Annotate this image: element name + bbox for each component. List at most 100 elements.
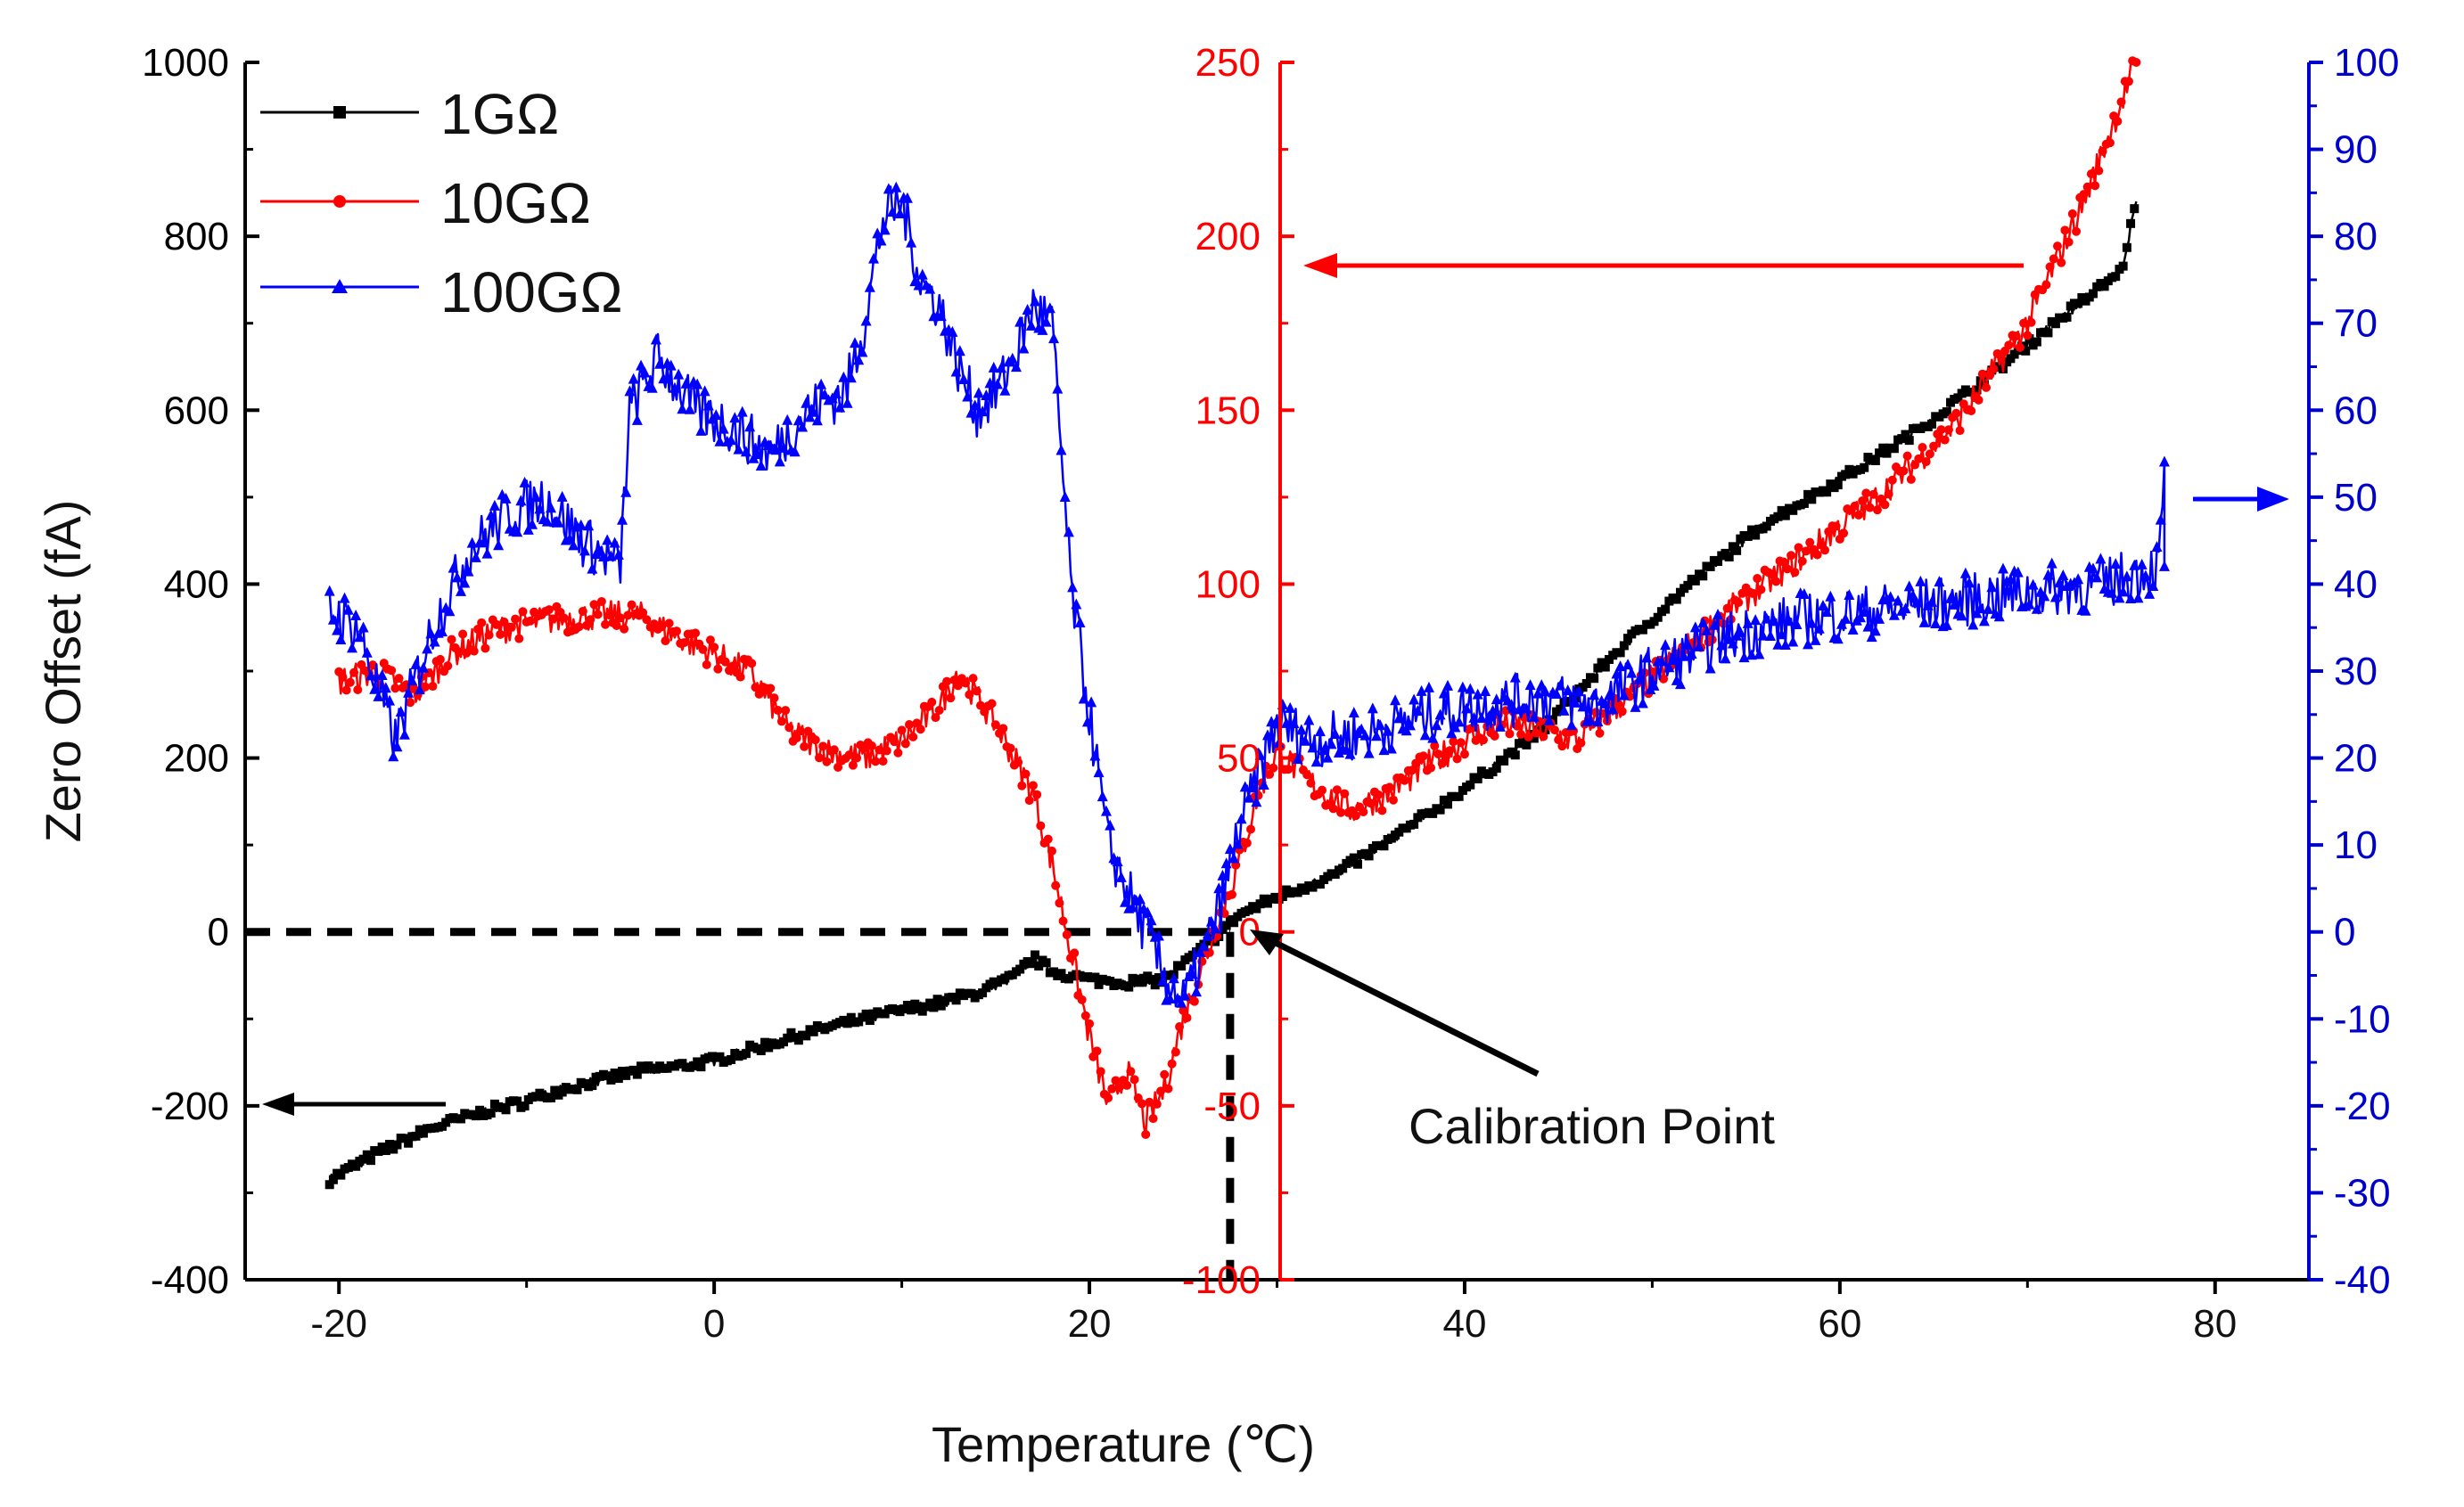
data-point <box>814 753 824 763</box>
data-point <box>1141 1129 1151 1139</box>
data-point <box>1663 661 1675 673</box>
data-point <box>353 684 363 694</box>
data-point <box>486 1109 496 1118</box>
data-point <box>1722 603 1732 613</box>
data-point <box>793 414 804 426</box>
data-point <box>1734 598 1744 608</box>
data-point <box>2158 455 2170 467</box>
data-point <box>882 746 891 756</box>
data-point <box>597 551 609 562</box>
blue-y-tick-label: 30 <box>2334 650 2378 693</box>
data-point <box>1708 618 1720 630</box>
data-point <box>1195 946 1206 957</box>
data-point <box>1344 748 1356 759</box>
data-point <box>366 1156 376 1166</box>
blue-y-tick-label: 100 <box>2334 41 2399 85</box>
data-point <box>485 509 497 520</box>
data-point <box>2057 569 2069 581</box>
series-1 <box>324 201 2140 1190</box>
data-point <box>398 728 410 740</box>
data-point <box>2041 280 2051 290</box>
data-point <box>605 550 617 561</box>
data-point <box>1955 426 1965 436</box>
data-point <box>1348 707 1359 718</box>
data-point <box>1220 857 1232 869</box>
data-point <box>1833 480 1843 490</box>
data-point <box>1959 567 1971 578</box>
data-point <box>1258 778 1269 790</box>
data-point <box>1431 719 1442 731</box>
data-point <box>1459 749 1469 759</box>
data-point <box>1255 899 1265 909</box>
data-point <box>615 613 625 623</box>
data-point <box>1859 605 1870 617</box>
data-point <box>735 672 745 682</box>
data-point <box>425 627 437 639</box>
data-point <box>1694 640 1705 651</box>
arrow-right-blue-icon <box>2257 487 2289 512</box>
data-point <box>1832 633 1844 644</box>
arrow-100g-to-blue-axis <box>2193 487 2289 512</box>
data-point <box>1487 704 1499 716</box>
data-point <box>658 373 669 384</box>
data-point <box>978 988 988 998</box>
data-point <box>1062 930 1072 939</box>
data-point <box>1303 714 1315 725</box>
data-point <box>729 412 741 423</box>
series-2 <box>334 56 2141 1139</box>
data-point <box>1882 448 1892 458</box>
data-point <box>1187 968 1198 979</box>
data-point <box>853 354 865 365</box>
data-point <box>669 381 680 393</box>
data-point <box>1078 692 1089 704</box>
data-point <box>665 359 677 371</box>
data-point <box>1942 407 1951 417</box>
data-point <box>341 685 351 695</box>
data-point <box>1163 1084 1173 1093</box>
data-point <box>2026 317 2036 327</box>
data-point <box>489 499 500 511</box>
data-point <box>553 516 564 528</box>
data-point <box>1423 681 1434 692</box>
data-point <box>741 1049 751 1059</box>
data-point <box>578 606 587 616</box>
data-point <box>1549 725 1559 735</box>
legend-item-10g: 10GΩ <box>260 171 591 235</box>
data-point <box>1870 455 1880 465</box>
data-point <box>520 1102 530 1111</box>
data-point <box>387 666 397 676</box>
data-point <box>936 1001 946 1011</box>
data-point <box>2123 77 2133 86</box>
data-point <box>1261 729 1273 741</box>
data-point <box>1198 940 1210 952</box>
data-point <box>1428 808 1438 818</box>
data-point <box>1302 770 1312 780</box>
data-point <box>1367 702 1378 714</box>
calibration-point-label: Calibration Point <box>1409 1098 1775 1154</box>
left-y-tick-label: 400 <box>164 562 229 606</box>
data-point <box>1277 892 1287 902</box>
data-point <box>1192 947 1202 957</box>
data-point <box>2052 242 2062 251</box>
x-tick-label: 60 <box>1818 1302 1861 1346</box>
data-point <box>444 605 456 617</box>
data-point <box>1416 684 1427 696</box>
data-point <box>714 435 726 446</box>
data-point <box>1822 487 1832 497</box>
data-point <box>435 654 445 664</box>
data-point <box>456 1114 466 1124</box>
data-point <box>2140 569 2151 581</box>
data-point <box>2107 586 2118 598</box>
data-point <box>1807 495 1817 504</box>
data-point <box>2045 262 2055 272</box>
data-point <box>947 325 958 337</box>
data-point <box>1724 552 1734 561</box>
data-point <box>962 390 973 402</box>
red-y-tick-label: 200 <box>1195 215 1261 258</box>
data-point <box>1336 807 1346 817</box>
red-y-tick-label: 50 <box>1217 737 1261 781</box>
data-point <box>1581 678 1591 688</box>
blue-y-tick-label: -30 <box>2334 1171 2391 1215</box>
data-point <box>1732 545 1742 555</box>
data-point <box>1017 781 1027 790</box>
